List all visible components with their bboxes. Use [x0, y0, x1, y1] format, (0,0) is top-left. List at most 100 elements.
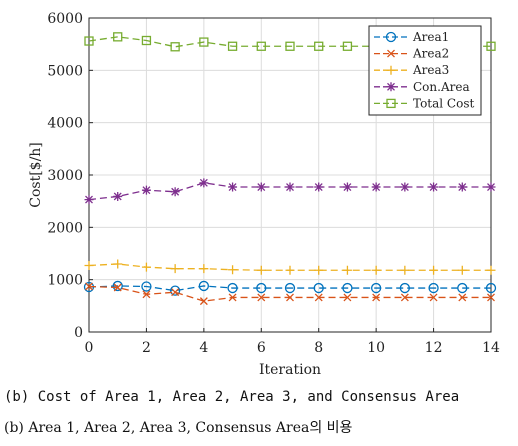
data-point: [284, 282, 296, 294]
legend-label: Area2: [412, 47, 449, 61]
legend: Area1 Area2 Area3 Con.Area Total Cost: [368, 25, 482, 116]
series-area1: [83, 280, 497, 296]
data-point: [113, 32, 123, 42]
data-point: [199, 37, 209, 47]
data-point: [198, 280, 210, 292]
data-point: [171, 288, 180, 297]
figure-caption-korean: (b) Area 1, Area 2, Area 3, Consensus Ar…: [4, 420, 353, 436]
legend-item: Con.Area: [374, 80, 470, 94]
data-point: [314, 293, 323, 302]
legend-item: Area2: [374, 47, 449, 61]
data-point: [429, 182, 439, 192]
y-axis-label: Cost[$/h]: [28, 142, 44, 208]
data-point: [429, 265, 439, 275]
data-point: [256, 41, 266, 51]
data-point: [487, 293, 495, 302]
x-tick-label: 14: [482, 340, 500, 356]
data-point: [285, 182, 295, 192]
y-tick-label: 4000: [47, 116, 83, 132]
legend-label: Area3: [412, 63, 449, 77]
data-point: [314, 41, 324, 51]
data-point: [342, 282, 353, 294]
data-point: [285, 41, 295, 51]
data-point: [400, 265, 410, 275]
legend-item: Area1: [374, 30, 449, 44]
data-point: [342, 265, 352, 275]
data-point: [370, 282, 382, 294]
data-point: [170, 264, 180, 274]
x-axis-label: Iteration: [259, 362, 321, 378]
legend-marker: [385, 31, 397, 43]
data-point: [199, 178, 209, 188]
data-point: [313, 282, 324, 294]
x-tick-label: 2: [142, 340, 151, 356]
data-point: [199, 297, 208, 306]
data-point: [142, 290, 151, 299]
data-point: [141, 185, 151, 195]
x-tick-label: 6: [257, 340, 266, 356]
data-point: [84, 36, 94, 46]
data-point: [371, 182, 381, 192]
data-point: [429, 293, 438, 302]
series-area2: [85, 282, 495, 306]
data-point: [485, 282, 497, 294]
data-point: [141, 35, 152, 46]
data-point: [228, 293, 237, 302]
data-point: [342, 41, 353, 51]
legend-label: Con.Area: [413, 80, 470, 94]
data-point: [256, 282, 267, 294]
figure-caption-english: (b) Cost of Area 1, Area 2, Area 3, and …: [4, 389, 460, 405]
data-point: [227, 41, 238, 51]
legend-item: Total Cost: [374, 96, 474, 110]
data-point: [486, 41, 496, 51]
y-tick-label: 6000: [47, 11, 83, 27]
data-point: [399, 282, 411, 294]
data-point: [141, 262, 151, 272]
x-tick-label: 10: [367, 340, 385, 356]
series-line: [88, 285, 491, 292]
data-point: [457, 182, 467, 192]
legend-item: Area3: [374, 63, 449, 77]
data-point: [84, 195, 94, 205]
series-area3: [84, 259, 496, 275]
data-point: [457, 282, 468, 294]
data-point: [314, 182, 324, 192]
data-point: [343, 293, 352, 302]
legend-marker: [387, 49, 395, 58]
data-point: [342, 182, 352, 192]
data-point: [113, 259, 123, 269]
data-point: [199, 264, 209, 274]
x-tick-label: 4: [199, 340, 208, 356]
data-point: [170, 42, 180, 52]
x-tick-label: 8: [314, 340, 323, 356]
data-point: [228, 182, 238, 192]
data-point: [170, 187, 180, 197]
data-point: [112, 280, 123, 292]
y-tick-label: 3000: [47, 168, 83, 184]
line-chart: 0 2 4 6 8 10 12 14 0 1000 2000 3000 4000 5000 6000 Cos…: [28, 11, 500, 378]
legend-marker: [386, 98, 396, 109]
data-point: [286, 293, 294, 302]
data-point: [113, 283, 122, 292]
data-point: [256, 182, 266, 192]
series-con-area: [84, 178, 496, 205]
data-point: [371, 265, 381, 275]
data-point: [228, 265, 238, 275]
data-point: [141, 281, 152, 292]
data-point: [169, 285, 181, 296]
data-point: [257, 293, 266, 302]
data-point: [285, 265, 295, 275]
data-point: [486, 265, 496, 275]
legend-label: Total Cost: [413, 96, 474, 110]
data-point: [458, 293, 467, 302]
data-point: [113, 191, 123, 201]
data-point: [486, 182, 496, 192]
legend-marker: [386, 65, 396, 75]
data-point: [256, 265, 266, 275]
data-point: [85, 282, 93, 291]
legend-marker: [386, 82, 396, 92]
x-tick-label: 0: [85, 340, 94, 356]
data-point: [372, 293, 381, 302]
data-point: [400, 182, 410, 192]
y-tick-label: 1000: [47, 273, 83, 289]
